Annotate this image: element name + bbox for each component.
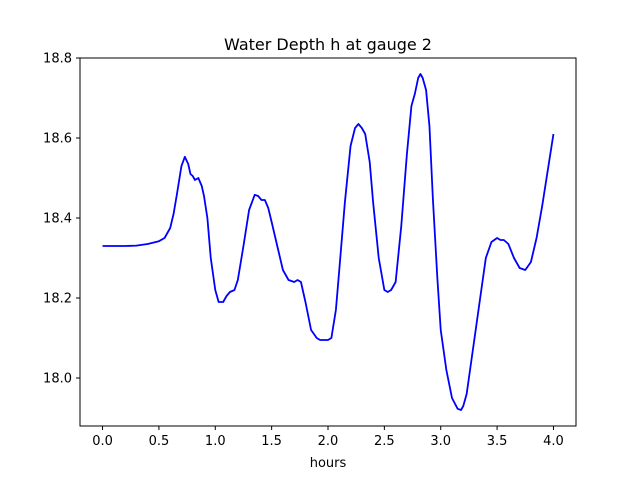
x-tick-label: 2.5 [374, 434, 395, 449]
x-tick-label: 1.0 [205, 434, 226, 449]
x-tick-label: 0.0 [92, 434, 113, 449]
chart-title: Water Depth h at gauge 2 [224, 35, 432, 54]
y-tick-label: 18.6 [43, 132, 72, 147]
x-tick-label: 4.0 [543, 434, 564, 449]
x-tick-label: 2.0 [318, 434, 339, 449]
x-axis: 0.0 0.5 1.0 1.5 2.0 2.5 3.0 3.5 4.0 [92, 426, 564, 449]
x-tick-label: 3.0 [430, 434, 451, 449]
x-tick-label: 1.5 [261, 434, 282, 449]
y-tick-label: 18.0 [43, 372, 72, 387]
x-tick-label: 3.5 [487, 434, 508, 449]
y-axis: 18.0 18.2 18.4 18.6 18.8 [43, 52, 80, 387]
series-layer [102, 73, 555, 411]
x-axis-label: hours [310, 456, 347, 471]
y-tick-label: 18.8 [43, 52, 72, 67]
x-tick-label: 0.5 [149, 434, 170, 449]
y-tick-label: 18.4 [43, 212, 72, 227]
y-tick-label: 18.2 [43, 292, 72, 307]
series-line-1 [102, 73, 555, 411]
